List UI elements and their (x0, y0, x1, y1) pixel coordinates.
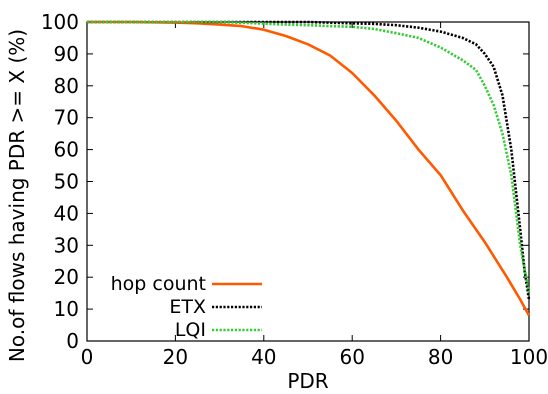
x-tick-label: 100 (510, 345, 548, 369)
y-tick-label: 40 (54, 201, 79, 225)
series-line-lqi (87, 20, 531, 294)
legend-label: hop count (111, 273, 206, 295)
y-tick-label: 10 (54, 297, 79, 321)
series-group (87, 20, 531, 317)
x-tick-label: 40 (251, 345, 276, 369)
y-tick-label: 0 (66, 329, 79, 353)
y-tick-label: 100 (41, 10, 79, 34)
x-tick-label: 20 (163, 345, 188, 369)
legend-label: LQI (175, 319, 206, 341)
series-line-hop-count (87, 20, 531, 317)
y-tick-label: 20 (54, 265, 79, 289)
y-tick-label: 60 (54, 138, 79, 162)
x-tick-label: 80 (428, 345, 453, 369)
legend-label: ETX (169, 296, 206, 318)
x-axis-title: PDR (287, 369, 328, 393)
y-tick-label: 30 (54, 233, 79, 257)
y-tick-label: 50 (54, 170, 79, 194)
x-tick-label: 0 (81, 345, 94, 369)
y-tick-label: 80 (54, 74, 79, 98)
series-line-etx (87, 20, 531, 300)
x-tick-label: 60 (339, 345, 364, 369)
y-tick-label: 90 (54, 42, 79, 66)
y-axis-title: No.of flows having PDR >= X (%) (5, 29, 29, 362)
y-tick-label: 70 (54, 106, 79, 130)
